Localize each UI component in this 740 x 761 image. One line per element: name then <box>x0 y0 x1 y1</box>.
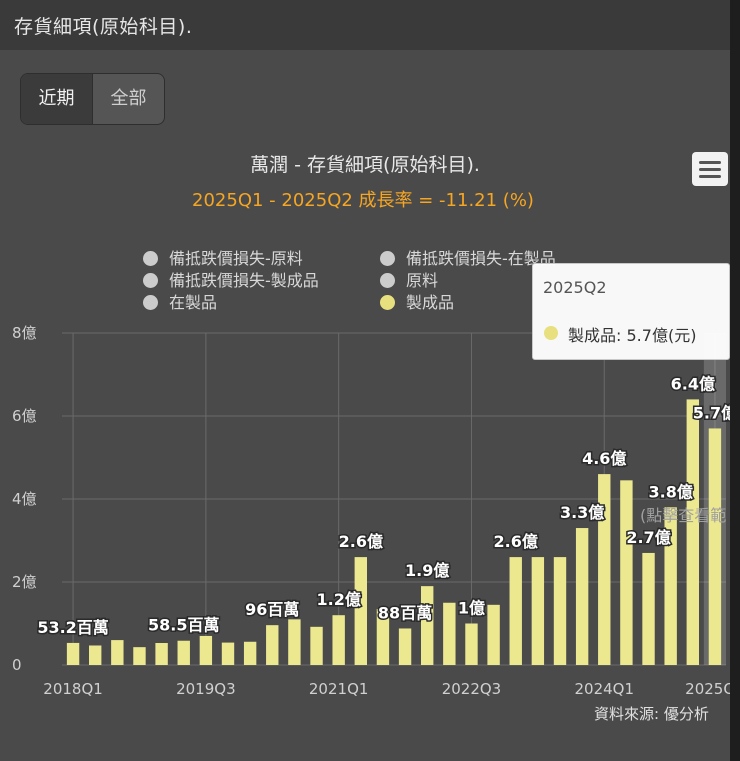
x-tick-label: 2022Q3 <box>442 680 502 698</box>
range-recent-button[interactable]: 近期 <box>21 74 93 124</box>
legend-item-1[interactable]: 備抵跌價損失-在製品 <box>380 245 556 269</box>
bar-2022Q1 <box>421 586 434 665</box>
data-label: 5.7億 <box>693 403 730 422</box>
data-label: 1億 <box>458 599 485 618</box>
bar-2024Q4 <box>664 507 677 665</box>
bar-2018Q3 <box>111 640 124 665</box>
bar-2025Q1 <box>686 399 699 665</box>
bar-2025Q2 <box>708 428 722 665</box>
x-tick-label: 2021Q1 <box>309 680 369 698</box>
bar-2018Q4 <box>133 647 146 665</box>
chart-subtitle: 2025Q1 - 2025Q2 成長率 = -11.21 (%) <box>192 190 534 211</box>
legend-item-2[interactable]: 備抵跌價損失-製成品 <box>143 267 319 291</box>
x-tick-label: 2025Q2 <box>685 680 730 698</box>
legend-item-0[interactable]: 備抵跌價損失-原料 <box>143 245 303 269</box>
bar-2023Q2 <box>531 557 545 665</box>
data-label: 2.6億 <box>494 532 538 551</box>
y-tick-label: 8億 <box>12 324 37 342</box>
legend-item-5[interactable]: 製成品 <box>380 289 454 313</box>
bar-2024Q1 <box>598 474 611 665</box>
page-title: 存貨細項(原始科目). <box>14 16 193 38</box>
data-label: 4.6億 <box>582 449 626 468</box>
tooltip-body: 製成品: 5.7億(元) <box>568 326 697 345</box>
bar-2019Q4 <box>221 642 235 665</box>
data-label: 58.5百萬 <box>148 616 219 635</box>
y-tick-label: 6億 <box>12 407 37 425</box>
data-label: 6.4億 <box>671 374 715 393</box>
legend-dot-icon <box>143 273 158 288</box>
data-label: 3.8億 <box>648 482 692 501</box>
x-tick-label: 2024Q1 <box>575 680 635 698</box>
legend-dot-icon <box>380 273 395 288</box>
legend-dot-icon <box>143 295 158 310</box>
bar-2020Q2 <box>266 625 279 665</box>
range-toggle: 近期 全部 <box>20 73 165 125</box>
bar-2021Q3 <box>376 608 390 665</box>
bar-2022Q2 <box>443 602 456 665</box>
data-label: 53.2百萬 <box>37 618 108 637</box>
data-label: 2.7億 <box>626 528 670 547</box>
bar-2019Q1 <box>155 643 168 665</box>
legend-dot-icon <box>143 251 158 266</box>
bar-2023Q3 <box>553 557 567 665</box>
bar-2018Q1 <box>66 642 80 665</box>
legend-dot-icon <box>380 251 395 266</box>
hamburger-icon <box>699 161 721 164</box>
bar-2018Q2 <box>89 645 102 665</box>
source-credit: 資料來源: 優分析 <box>594 705 709 723</box>
bar-2020Q4 <box>310 626 323 665</box>
bar-2023Q1 <box>509 557 522 665</box>
bar-2022Q4 <box>487 604 500 665</box>
data-label: 1.9億 <box>405 561 449 580</box>
bar-2019Q3 <box>199 635 213 665</box>
bar-2022Q3 <box>465 623 478 665</box>
chart-title: 萬潤 - 存貨細項(原始科目). <box>250 154 480 176</box>
data-label: 1.2億 <box>316 590 360 609</box>
tooltip-header: 2025Q2 <box>543 278 607 297</box>
bar-2019Q2 <box>177 640 190 665</box>
x-tick-label: 2018Q1 <box>43 680 103 698</box>
chart-menu-button[interactable] <box>692 152 728 186</box>
legend-item-4[interactable]: 在製品 <box>143 289 217 313</box>
page-scrollbar[interactable] <box>730 0 740 761</box>
legend-dot-icon <box>380 295 395 310</box>
data-label: 88百萬 <box>378 603 432 622</box>
watermark-text: (點擊查看範 <box>640 506 726 525</box>
y-tick-label: 4億 <box>12 490 37 508</box>
legend-item-3[interactable]: 原料 <box>380 267 438 291</box>
bar-2023Q4 <box>575 528 589 665</box>
x-tick-label: 2019Q3 <box>176 680 236 698</box>
data-label: 2.6億 <box>339 532 383 551</box>
y-tick-label: 0 <box>12 656 22 674</box>
bar-2020Q1 <box>243 641 257 665</box>
chart-tooltip: 2025Q2 製成品: 5.7億(元) <box>532 263 730 360</box>
range-all-button[interactable]: 全部 <box>110 88 147 109</box>
bar-2020Q3 <box>288 619 301 665</box>
bar-2021Q4 <box>398 628 412 665</box>
data-label: 96百萬 <box>245 600 299 619</box>
bar-2021Q2 <box>354 557 367 665</box>
bar-2024Q2 <box>620 480 633 665</box>
data-label: 3.3億 <box>560 503 604 522</box>
tooltip-series-dot-icon <box>544 326 558 340</box>
y-tick-label: 2億 <box>12 573 37 591</box>
bar-2021Q1 <box>332 615 345 665</box>
bar-2024Q3 <box>642 552 655 665</box>
